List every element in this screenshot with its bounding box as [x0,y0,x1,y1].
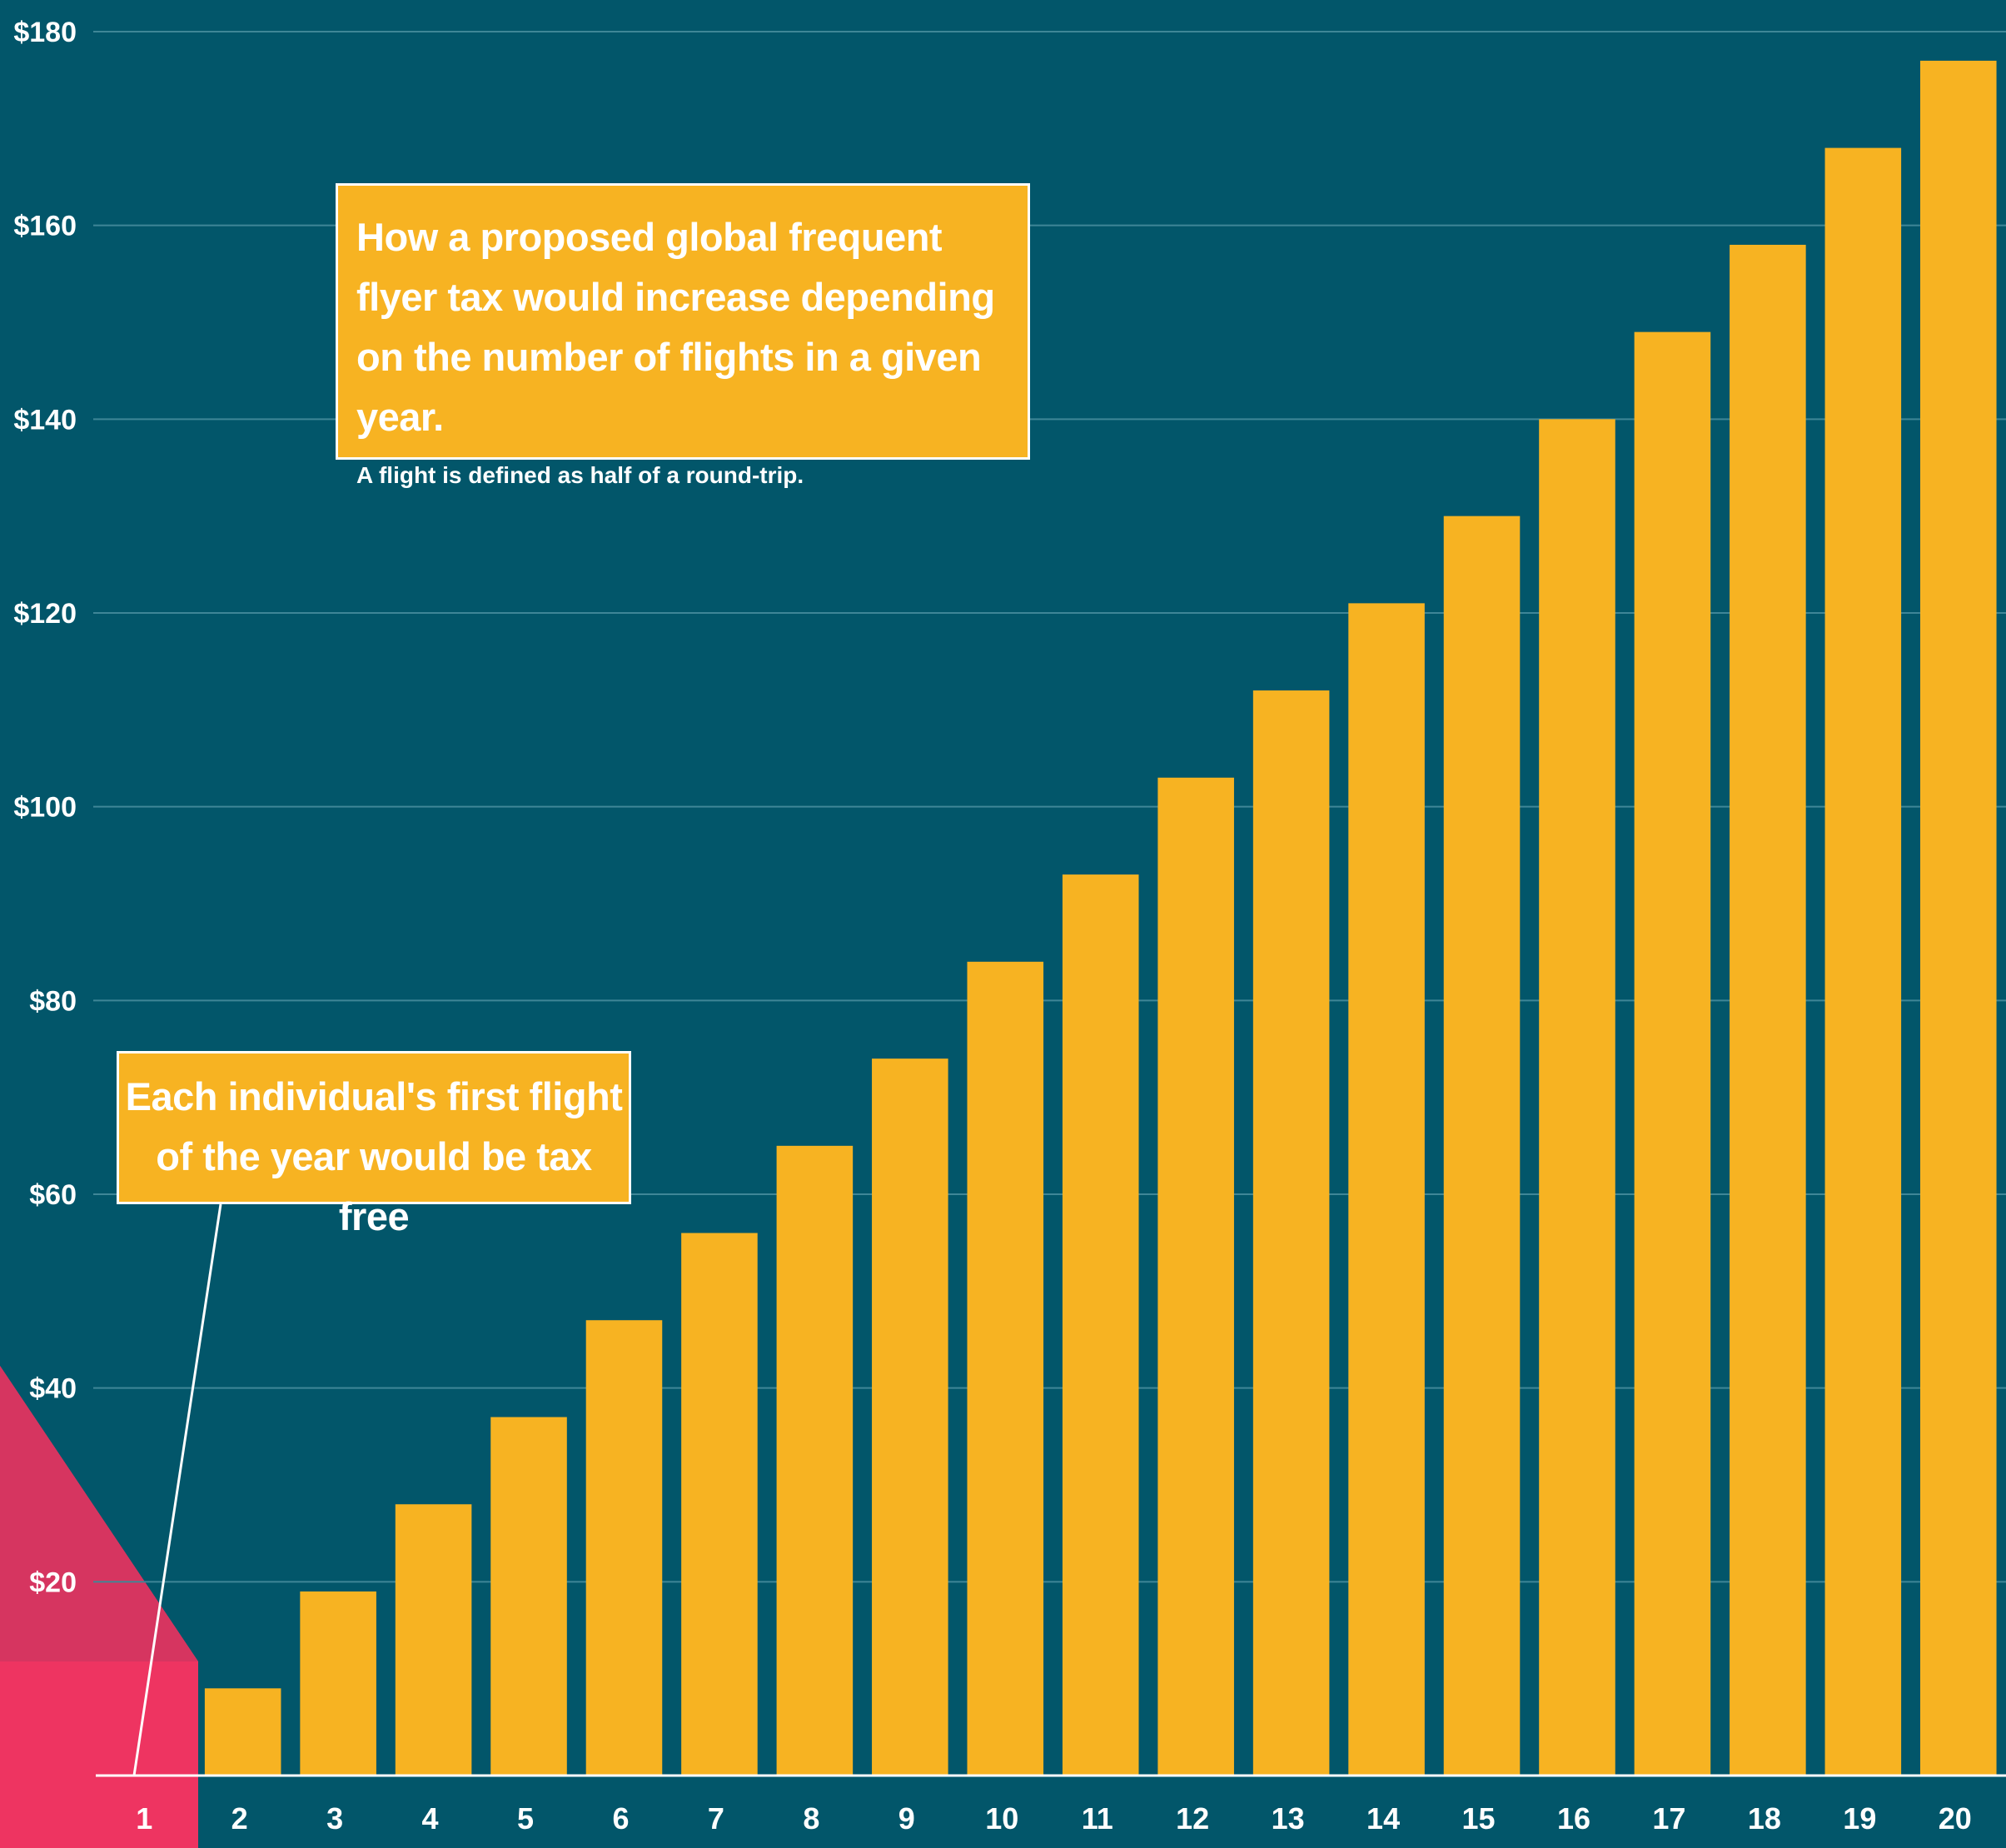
bar-6 [585,1320,663,1776]
x-tick-label: 14 [1366,1801,1400,1836]
y-tick-label: $160 [13,211,77,242]
title-line: flyer tax would increase depending [356,275,995,319]
bar-10 [967,961,1044,1776]
title-line: How a proposed global frequent [356,215,943,259]
bar-2 [204,1688,281,1776]
x-tick-label: 13 [1272,1801,1305,1836]
bar-3 [300,1591,376,1776]
x-tick-label: 5 [517,1801,534,1836]
y-tick-label: $140 [13,404,77,436]
y-tick-label: $60 [29,1179,77,1211]
bar-7 [681,1233,758,1776]
bars [204,60,1997,1776]
tax-free-callout: Each individual's first flight of the ye… [117,1051,631,1238]
x-tick-label: 1 [136,1801,152,1836]
y-tick-label: $40 [29,1373,77,1405]
bar-19 [1824,147,1902,1776]
x-tick-label: 16 [1557,1801,1590,1836]
y-tick-label: $20 [29,1567,77,1598]
x-tick-label: 4 [422,1801,439,1836]
x-tick-label: 6 [612,1801,629,1836]
x-tick-label: 8 [803,1801,819,1836]
x-tick-label: 18 [1748,1801,1781,1836]
y-axis-ticks: $20 $40 $60 $80 $100 $120 $140 $160 $180 [13,17,77,1598]
bar-15 [1443,516,1521,1776]
bar-13 [1252,690,1330,1776]
bar-9 [872,1058,948,1776]
bar-14 [1348,603,1425,1776]
bar-17 [1634,331,1711,1776]
chart-title-box: How a proposed global frequent flyer tax… [336,183,1030,488]
bar-12 [1157,777,1234,1776]
bar-4 [395,1504,472,1776]
callout-line: Each individual's first flight [125,1074,623,1118]
x-tick-label: 7 [708,1801,724,1836]
title-line: on the number of flights in a given year… [356,335,982,439]
x-tick-label: 2 [231,1801,248,1836]
y-tick-label: $180 [13,17,77,48]
bar-16 [1539,419,1615,1776]
y-tick-label: $100 [13,792,77,824]
bar-5 [490,1417,567,1776]
x-tick-label: 9 [898,1801,915,1836]
x-tick-label: 19 [1843,1801,1876,1836]
x-tick-label: 15 [1462,1801,1496,1836]
x-tick-label: 11 [1082,1801,1113,1836]
bar-18 [1730,244,1806,1776]
bar-8 [776,1145,854,1776]
chart-subtitle: A flight is defined as half of a round-t… [356,462,804,488]
bar-20 [1919,60,1997,1776]
bar-11 [1062,874,1139,1776]
y-tick-label: $120 [13,598,77,630]
x-tick-label: 3 [326,1801,343,1836]
chart-title: How a proposed global frequent flyer tax… [356,207,1008,447]
x-tick-label: 17 [1652,1801,1685,1836]
x-axis-ticks: 1 2 3 4 5 6 7 8 9 10 11 12 13 14 15 16 17 18 19 20 [136,1801,1972,1836]
x-tick-label: 20 [1939,1801,1972,1836]
x-tick-label: 10 [985,1801,1018,1836]
tax-free-highlight-shade [0,1366,198,1661]
callout-leader-line [132,1203,222,1776]
x-tick-label: 12 [1176,1801,1209,1836]
callout-line: of the year would be tax free [156,1134,592,1238]
y-tick-label: $80 [29,985,77,1017]
